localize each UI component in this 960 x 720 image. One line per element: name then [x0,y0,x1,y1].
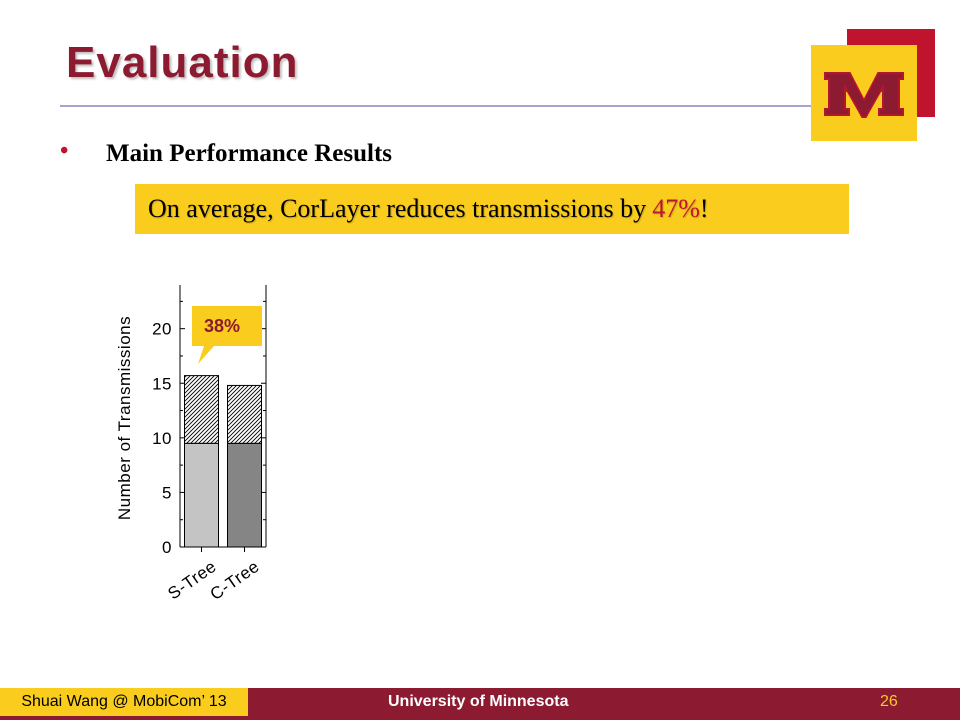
bullet-text: Main Performance Results [106,140,393,167]
footer-author: Shuai Wang @ MobiCom’ 13 [0,688,248,716]
y-tick-label: 0 [162,538,172,557]
title-divider [60,105,820,107]
annotation-label: 38% [204,316,240,336]
percentage-annotation: 38% [192,306,262,364]
y-tick-label: 10 [152,429,172,448]
y-tick-label: 15 [152,374,172,393]
bar-c-tree-segment-1 [227,442,262,548]
bar-c-tree-segment-2 [227,384,262,444]
bullet-dot: • [60,138,69,164]
y-tick-label: 5 [162,483,172,502]
y-tick-label: 20 [152,320,172,339]
summary-callout: On average, CorLayer reduces transmissio… [135,184,849,234]
page-number: 26 [880,693,898,710]
university-m-logo-icon [811,45,917,141]
y-axis-label: Number of Transmissions [115,316,134,520]
bar-s-tree-segment-2 [184,375,219,444]
annotation-bubble [192,306,262,364]
slide-title: Evaluation [66,38,299,87]
callout-text: On average, CorLayer reduces transmissio… [148,194,647,223]
callout-highlight: 47% [652,194,700,223]
footer-institution: University of Minnesota [388,693,569,710]
x-tick-label: C-Tree [207,557,263,604]
bar-s-tree-segment-1 [184,442,219,548]
callout-suffix: ! [699,194,709,223]
footer-bar: Shuai Wang @ MobiCom’ 13 University of M… [0,688,960,720]
